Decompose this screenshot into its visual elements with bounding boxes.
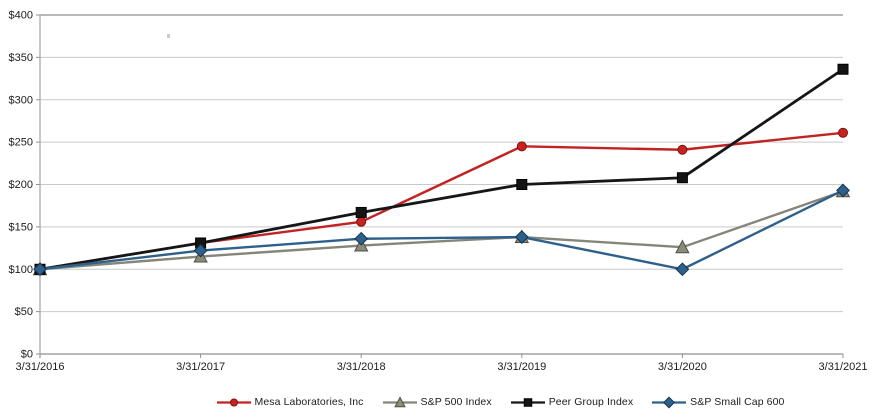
x-axis-tick-label: 3/31/2017 [176,361,225,373]
legend-label-peer-group-index: Peer Group Index [548,396,634,408]
data-point-mesa-laboratories-inc [356,216,367,227]
data-point-peer-group-index [676,172,688,184]
legend-swatch-canvas [216,398,251,406]
legend-marker-glyph [663,396,676,408]
x-axis-tick-label: 3/31/2018 [337,361,386,373]
legend-item-mesa-laboratories: Mesa Laboratories, Inc [216,396,364,409]
data-point-peer-group-index [355,206,367,218]
data-point-s-p-small-cap-600 [354,231,369,246]
legend-item-peer-group-index: Peer Group Index [510,396,634,409]
y-axis-tick-label: $0 [21,349,33,361]
series-line-peer-group-index [39,68,844,271]
y-axis-tick-label: $300 [9,94,33,106]
legend-swatch-canvas [510,397,545,407]
legend-item-sp-small-cap-600: S&P Small Cap 600 [652,396,784,409]
data-point-s-p-small-cap-600 [675,262,690,277]
chart-canvas: $0 $50 $100 $150 $200 $250 $300 $350 $400 3/31/20… [9,10,868,374]
data-point-peer-group-index [516,179,528,190]
series-line-s-p-small-cap-600 [39,189,844,271]
scan-artifact-dot [167,34,170,38]
data-point-s-p-small-cap-600 [193,243,208,258]
chart-legend: Mesa Laboratories, Inc S&P 500 Index Pee… [118,392,883,412]
legend-marker-glyph [393,395,406,407]
legend-marker-sp-500-index [382,395,417,409]
x-axis-tick-label: 3/31/2016 [16,361,65,373]
legend-item-sp-500-index: S&P 500 Index [382,395,492,409]
y-axis-tick-label: $250 [9,137,33,149]
x-axis-tick-label: 3/31/2021 [819,361,868,373]
legend-marker-glyph [229,398,238,406]
legend-label-mesa-laboratories: Mesa Laboratories, Inc [254,396,364,408]
legend-marker-sp-small-cap-600 [652,396,687,409]
data-point-s-p-small-cap-600 [836,183,850,198]
legend-marker-mesa-laboratories [216,396,251,409]
y-axis-tick-label: $350 [9,52,33,64]
legend-swatch-canvas [382,395,417,407]
data-point-mesa-laboratories-inc [838,127,848,138]
series-line-s-p-500-index [39,190,844,271]
legend-marker-glyph [523,397,532,407]
x-axis-tick-label: 3/31/2020 [658,361,707,373]
y-axis-tick-label: $200 [9,179,33,191]
data-point-s-p-small-cap-600 [514,230,529,244]
data-point-s-p-500-index [675,239,690,254]
data-point-mesa-laboratories-inc [516,141,527,152]
y-axis-tick-label: $150 [9,221,33,233]
legend-label-sp-500-index: S&P 500 Index [420,396,492,408]
x-axis-tick-label: 3/31/2019 [497,361,546,373]
data-point-s-p-small-cap-600 [33,262,47,277]
legend-swatch-canvas [652,396,687,408]
data-point-mesa-laboratories-inc [677,144,688,155]
y-axis-tick-label: $100 [9,264,33,276]
y-axis-tick-label: $400 [9,10,33,22]
legend-marker-peer-group-index [510,396,545,409]
y-axis-tick-label: $50 [15,306,33,318]
legend-label-sp-small-cap-600: S&P Small Cap 600 [690,396,785,408]
data-point-peer-group-index [837,63,849,75]
